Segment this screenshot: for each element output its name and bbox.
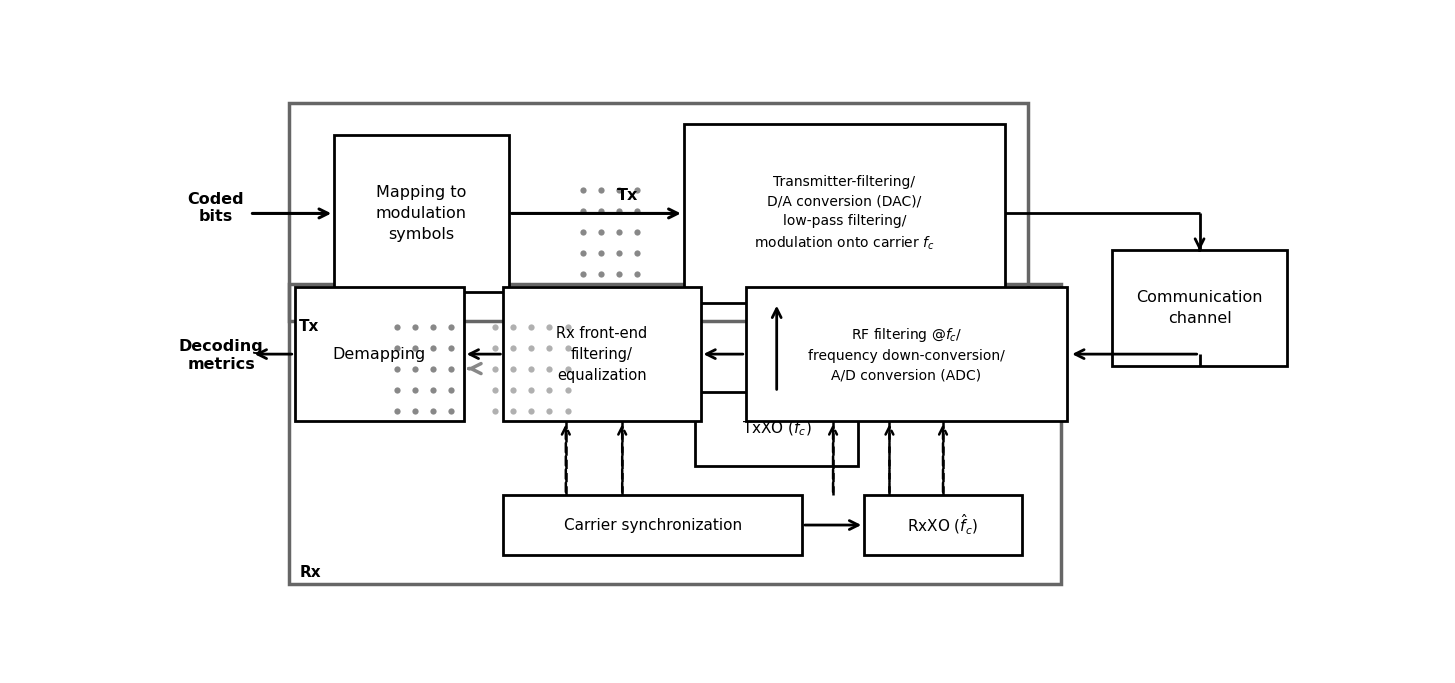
Text: Mapping to
modulation
symbols: Mapping to modulation symbols	[375, 185, 467, 242]
Bar	[684, 124, 1005, 303]
Text: Decoding
metrics: Decoding metrics	[179, 339, 263, 372]
Bar	[503, 494, 802, 555]
Bar	[695, 392, 858, 466]
Text: TxXO ($f_c$): TxXO ($f_c$)	[742, 420, 812, 438]
Bar	[864, 494, 1021, 555]
Text: Rx: Rx	[300, 565, 320, 580]
Text: Coded
bits: Coded bits	[188, 192, 244, 225]
Text: Carrier synchronization: Carrier synchronization	[563, 518, 742, 533]
Text: RxXO ($\hat{f}_c$): RxXO ($\hat{f}_c$)	[908, 513, 979, 538]
Text: Rx front-end
filtering/
equalization: Rx front-end filtering/ equalization	[556, 326, 647, 382]
Bar	[503, 287, 701, 421]
Bar	[290, 284, 1062, 584]
Bar	[746, 287, 1067, 421]
Text: Tx: Tx	[617, 188, 637, 203]
Text: Demapping: Demapping	[333, 346, 426, 361]
Text: Communication
channel: Communication channel	[1136, 290, 1263, 326]
Text: RF filtering @$f_c$/
frequency down-conversion/
A/D conversion (ADC): RF filtering @$f_c$/ frequency down-conv…	[808, 326, 1005, 382]
Bar	[294, 287, 464, 421]
Bar	[335, 135, 509, 292]
Bar	[1112, 250, 1288, 366]
Bar	[290, 103, 1027, 321]
Text: Tx: Tx	[300, 319, 320, 334]
Text: Transmitter-filtering/
D/A conversion (DAC)/
low-pass filtering/
modulation onto: Transmitter-filtering/ D/A conversion (D…	[754, 175, 934, 252]
